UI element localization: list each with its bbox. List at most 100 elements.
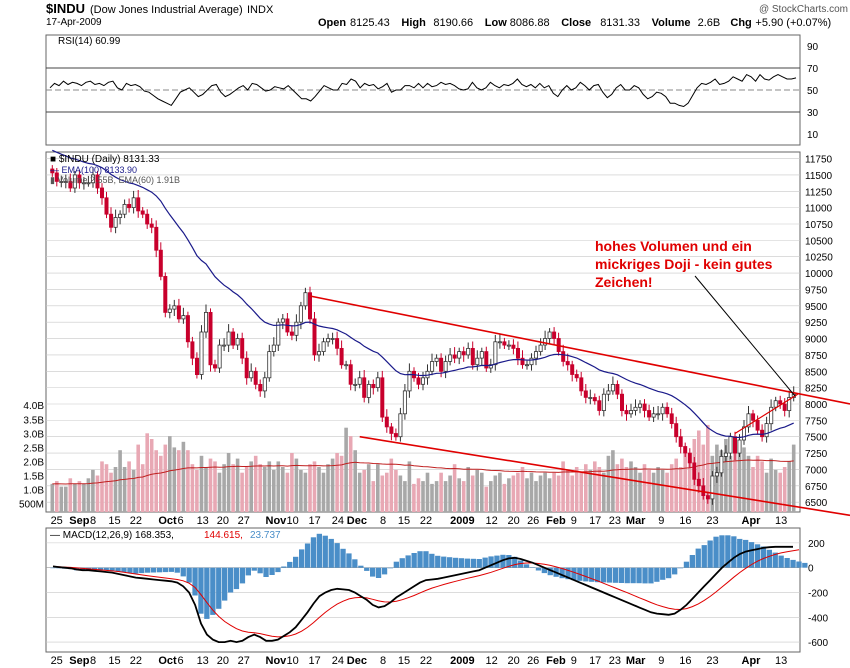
macd-hist-bar bbox=[778, 555, 784, 568]
macd-hist-bar bbox=[748, 542, 755, 568]
volume-bar bbox=[470, 475, 475, 512]
x-axis-label: 27 bbox=[238, 655, 250, 667]
price-tick-label: 10000 bbox=[805, 269, 833, 280]
macd-hist-bar bbox=[287, 561, 293, 568]
volume-bar bbox=[724, 439, 728, 512]
candle-body bbox=[782, 403, 787, 411]
candle-body bbox=[235, 338, 240, 346]
macd-hist-bar bbox=[346, 553, 352, 568]
volume-bar bbox=[109, 472, 113, 512]
candle-body bbox=[638, 403, 643, 408]
candle-body bbox=[520, 357, 525, 366]
macd-hist-bar bbox=[251, 567, 257, 571]
x-axis-label: 24 bbox=[332, 655, 344, 667]
macd-hist-bar bbox=[198, 567, 204, 614]
candle-body bbox=[271, 344, 276, 353]
volume-bar bbox=[434, 481, 439, 512]
macd-hist-bar bbox=[689, 555, 695, 568]
macd-hist-bar bbox=[677, 567, 684, 569]
volume-bar bbox=[267, 461, 272, 512]
candle-body bbox=[461, 351, 466, 356]
price-tick-label: 10500 bbox=[805, 236, 833, 247]
macd-hist-bar bbox=[494, 555, 500, 568]
candle-body bbox=[452, 354, 457, 359]
macd-hist-bar bbox=[476, 559, 482, 568]
macd-hist-bar bbox=[790, 559, 796, 568]
x-axis-label: 2009 bbox=[450, 655, 474, 667]
macd-hist-bar bbox=[672, 567, 678, 575]
candle-body bbox=[692, 462, 697, 480]
volume-bar bbox=[547, 478, 552, 512]
x-axis-label: 26 bbox=[527, 655, 539, 667]
candle-body bbox=[787, 397, 792, 412]
candle-body bbox=[719, 455, 724, 474]
volume-bar bbox=[294, 458, 299, 512]
candle-body bbox=[525, 364, 530, 367]
price-legend: ■ $INDU (Daily) 8131.33— EMA(100) 8133.9… bbox=[50, 154, 180, 185]
macd-hist-bar bbox=[222, 567, 228, 601]
x-axis-label: 13 bbox=[775, 515, 787, 527]
volume-bar bbox=[281, 467, 285, 512]
macd-hist-bar bbox=[547, 567, 553, 576]
macd-hist-bar bbox=[192, 567, 198, 596]
legend-volume: ▮ Volume 2.55B, EMA(60) 1.91B bbox=[50, 175, 180, 185]
macd-hist-bar bbox=[435, 555, 441, 568]
candle-body bbox=[190, 341, 195, 359]
volume-bar bbox=[674, 458, 678, 512]
volume-bar bbox=[208, 458, 213, 512]
candle-body bbox=[231, 331, 236, 346]
x-axis-label: 25 bbox=[51, 515, 63, 527]
price-tick-label: 9000 bbox=[805, 335, 828, 346]
volume-bar bbox=[687, 461, 692, 512]
macd-hist-bar bbox=[606, 567, 613, 583]
candle-body bbox=[751, 413, 756, 421]
price-tick-label: 7250 bbox=[805, 449, 828, 460]
volume-bar bbox=[308, 464, 312, 512]
volume-bar bbox=[249, 461, 253, 512]
macd-hist-bar bbox=[518, 560, 524, 568]
candle-body bbox=[714, 472, 719, 477]
macd-hist-bar bbox=[470, 558, 476, 568]
macd-hist-bar bbox=[387, 567, 394, 569]
volume-bar bbox=[656, 467, 660, 512]
macd-hist-bar bbox=[535, 567, 542, 571]
macd-hist-bar bbox=[648, 567, 654, 584]
candle-body bbox=[258, 383, 263, 392]
macd-hist-bar bbox=[174, 567, 180, 573]
ohlc-value-4: 2.6B bbox=[698, 17, 721, 29]
x-axis-label: 8 bbox=[90, 655, 96, 667]
candle-body bbox=[755, 419, 760, 431]
volume-bar bbox=[593, 461, 597, 512]
macd-hist-bar bbox=[447, 557, 453, 568]
volume-bar bbox=[77, 481, 82, 512]
macd-hist-bar bbox=[618, 567, 624, 583]
candle-body bbox=[280, 318, 285, 323]
volume-bar bbox=[82, 483, 86, 512]
candle-body bbox=[81, 182, 86, 185]
macd-hist-bar bbox=[150, 567, 157, 573]
volume-bar bbox=[262, 467, 267, 512]
x-axis-label: 13 bbox=[775, 655, 787, 667]
volume-bar bbox=[55, 481, 59, 512]
candle-body bbox=[606, 390, 611, 395]
volume-bar bbox=[665, 472, 669, 512]
volume-bar bbox=[678, 467, 683, 512]
candle-body bbox=[348, 364, 353, 385]
volume-bar bbox=[159, 455, 163, 512]
volume-bar bbox=[113, 467, 118, 512]
volume-bar bbox=[638, 472, 642, 512]
volume-bar bbox=[172, 447, 177, 512]
x-axis-label: 8 bbox=[90, 515, 96, 527]
candle-body bbox=[307, 292, 312, 320]
candle-body bbox=[366, 383, 371, 398]
candle-body bbox=[131, 197, 136, 209]
volume-bar bbox=[312, 461, 317, 512]
candle-body bbox=[538, 344, 543, 353]
candle-body bbox=[149, 223, 154, 228]
volume-bar bbox=[782, 467, 787, 512]
macd-hist-bar bbox=[512, 556, 518, 568]
volume-bar bbox=[633, 467, 638, 512]
volume-bar bbox=[480, 472, 484, 512]
volume-bar bbox=[733, 444, 737, 512]
macd-hist-bar bbox=[600, 567, 607, 583]
